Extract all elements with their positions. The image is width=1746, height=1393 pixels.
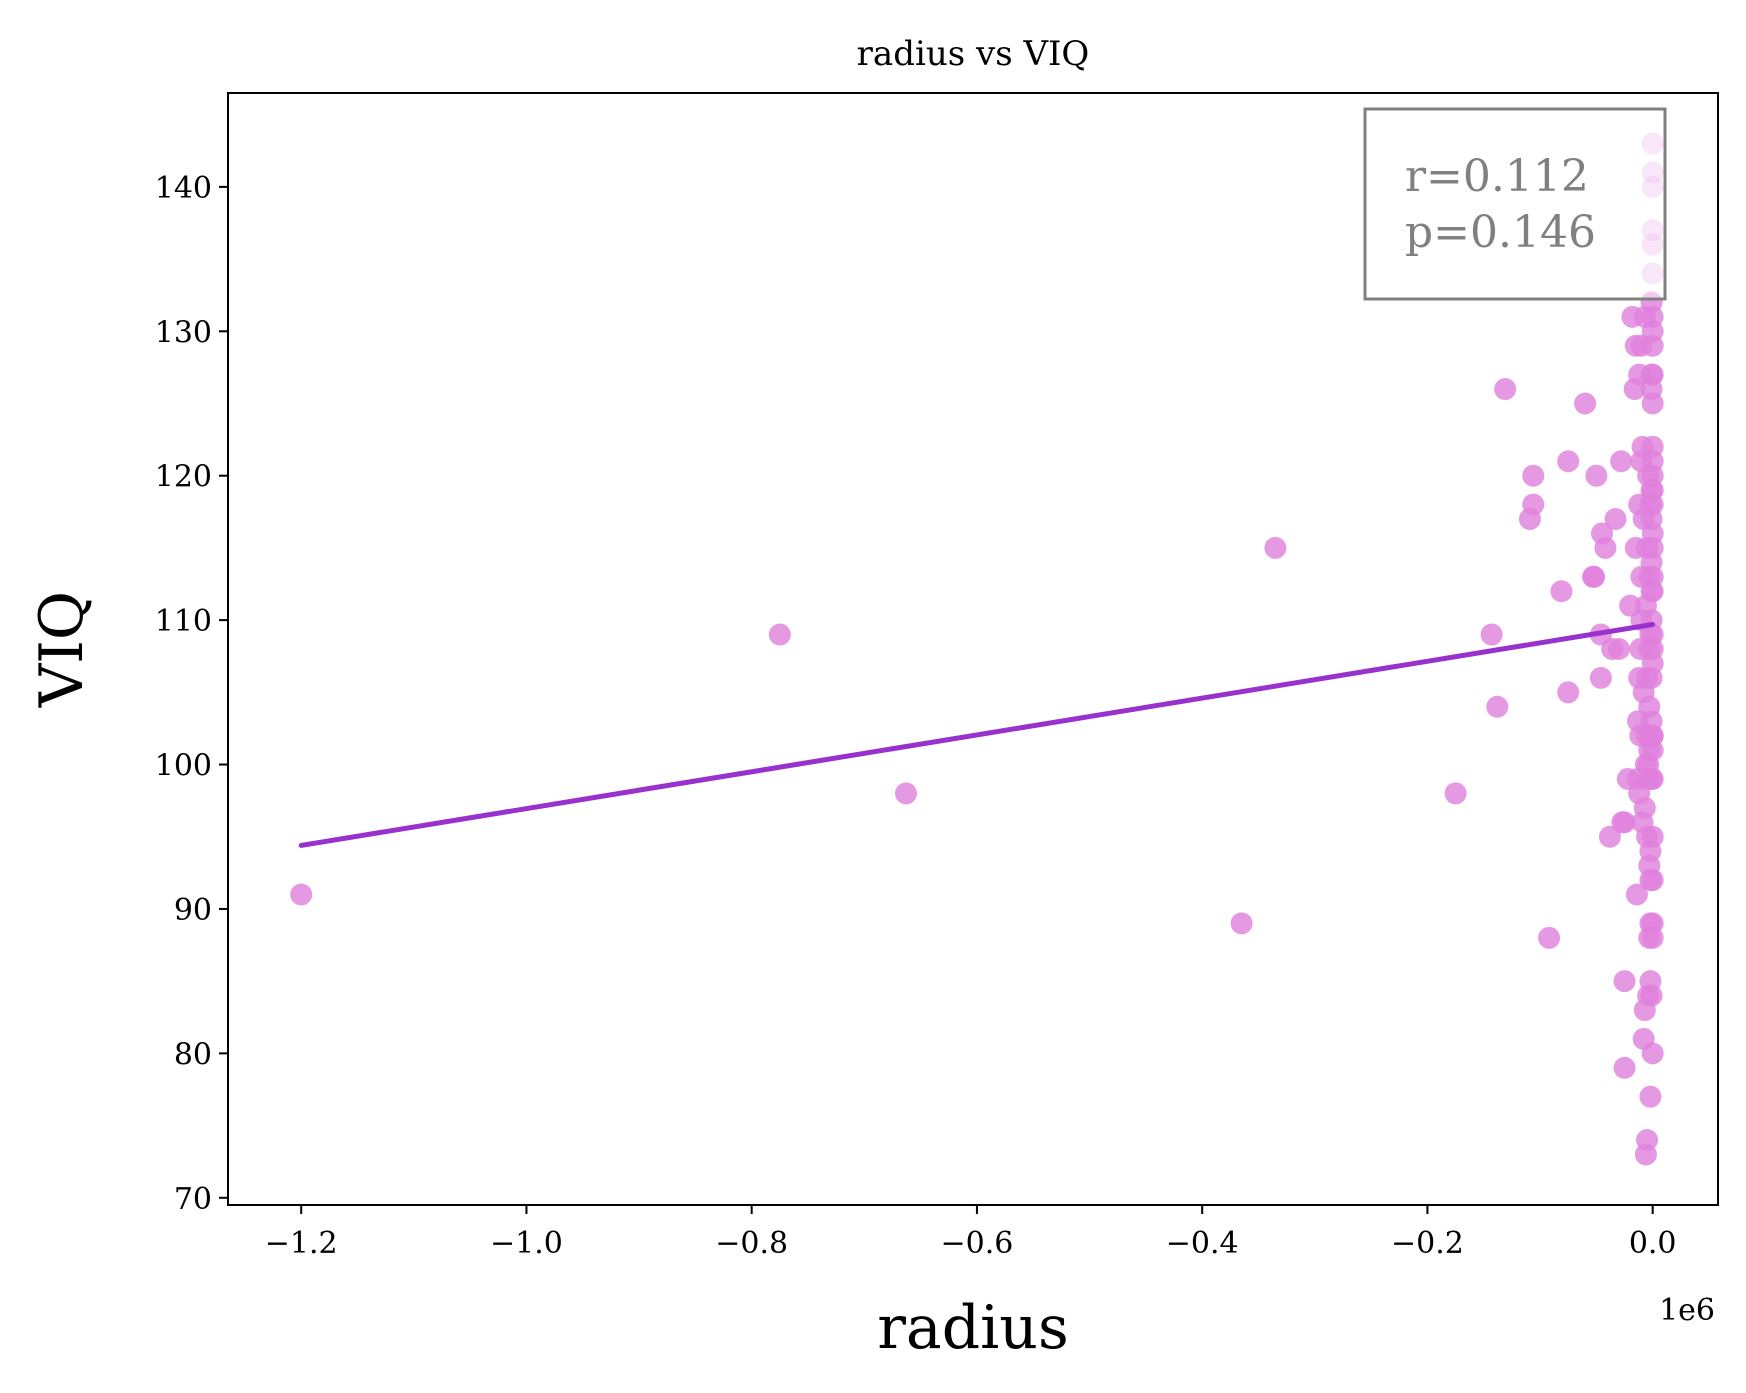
data-point xyxy=(1522,464,1545,487)
points-layer xyxy=(290,132,1664,1166)
data-point xyxy=(1641,450,1664,473)
data-point xyxy=(1641,565,1664,588)
data-point xyxy=(1641,522,1664,545)
data-point xyxy=(1641,305,1664,328)
x-tick-label: 0.0 xyxy=(1629,1226,1677,1261)
data-point xyxy=(1598,825,1621,848)
x-offset-label: 1e6 xyxy=(1659,1293,1715,1328)
y-tick-label: 90 xyxy=(174,893,212,928)
data-point xyxy=(1641,392,1664,415)
x-tick-label: −1.0 xyxy=(490,1226,563,1261)
x-tick-label: −1.2 xyxy=(265,1226,338,1261)
data-point xyxy=(1613,1056,1636,1079)
data-point xyxy=(1636,1129,1659,1152)
y-tick-label: 100 xyxy=(155,749,212,784)
data-point xyxy=(1604,508,1627,531)
data-point xyxy=(1613,811,1636,834)
x-tick-label: −0.6 xyxy=(941,1226,1014,1261)
data-point xyxy=(1641,1042,1664,1065)
data-point xyxy=(1641,926,1664,949)
data-point xyxy=(1639,1085,1662,1108)
data-point xyxy=(1538,926,1561,949)
data-point xyxy=(1641,869,1664,892)
x-axis-label: radius xyxy=(877,1293,1068,1363)
data-point xyxy=(1264,536,1287,559)
x-tick-label: −0.2 xyxy=(1391,1226,1464,1261)
y-tick-label: 110 xyxy=(155,604,212,639)
stats-r-text: r=0.112 xyxy=(1405,151,1589,202)
data-point xyxy=(1494,378,1517,401)
data-point xyxy=(1613,970,1636,993)
data-point xyxy=(1444,782,1467,805)
data-point xyxy=(290,883,313,906)
data-point xyxy=(1641,767,1664,790)
data-point xyxy=(1230,912,1253,935)
data-point xyxy=(1607,638,1630,660)
data-point xyxy=(1641,724,1664,747)
stats-box: r=0.112 p=0.146 xyxy=(1363,107,1667,301)
x-axis: −1.2 −1.0 −0.8 −0.6 −0.4 −0.2 0.0 xyxy=(265,1205,1677,1261)
y-tick-label: 120 xyxy=(155,460,212,495)
data-point xyxy=(1518,508,1541,531)
x-tick-label: −0.8 xyxy=(715,1226,788,1261)
data-point xyxy=(1581,565,1604,588)
plot-frame xyxy=(227,92,1719,1206)
data-point xyxy=(1585,464,1608,487)
data-point xyxy=(1641,493,1664,516)
data-point xyxy=(1486,695,1509,718)
y-tick-label: 80 xyxy=(174,1037,212,1072)
data-point xyxy=(1557,681,1580,704)
y-tick-label: 130 xyxy=(155,315,212,350)
stats-p-text: p=0.146 xyxy=(1405,207,1596,258)
data-point xyxy=(1550,580,1573,603)
y-tick-label: 140 xyxy=(155,171,212,206)
data-point xyxy=(1574,392,1597,415)
data-point xyxy=(1641,334,1664,357)
data-point xyxy=(1610,450,1633,473)
data-point xyxy=(1640,984,1663,1007)
regression-line xyxy=(298,621,1656,848)
fit-line-layer xyxy=(298,621,1656,848)
data-point xyxy=(1480,623,1503,646)
data-point xyxy=(1641,623,1664,646)
data-point xyxy=(894,782,917,805)
data-point xyxy=(1589,666,1612,689)
data-point xyxy=(1594,536,1617,559)
chart-title: radius vs VIQ xyxy=(857,34,1090,74)
y-axis: 70 80 90 100 110 120 130 140 xyxy=(155,171,228,1217)
data-point xyxy=(768,623,791,646)
y-tick-label: 70 xyxy=(174,1182,212,1217)
data-point xyxy=(1633,796,1656,819)
y-axis-label: VIQ xyxy=(27,591,97,708)
data-point xyxy=(1641,363,1664,386)
x-tick-label: −0.4 xyxy=(1166,1226,1239,1261)
data-point xyxy=(1625,883,1648,906)
stats-box-frame xyxy=(1363,107,1667,301)
data-point xyxy=(1557,450,1580,473)
data-point xyxy=(1641,825,1664,848)
